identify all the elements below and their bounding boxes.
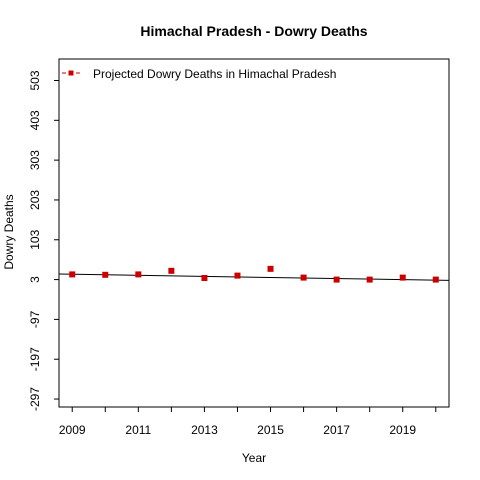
x-tick-label: 2017	[323, 423, 350, 437]
data-point	[366, 276, 373, 283]
y-tick-label: 503	[28, 70, 42, 90]
legend-label: Projected Dowry Deaths in Himachal Prade…	[93, 67, 336, 81]
data-point	[300, 274, 307, 281]
data-point	[234, 272, 241, 279]
data-point	[201, 274, 208, 281]
data-point	[69, 271, 76, 278]
y-tick-label: -97	[28, 310, 42, 328]
data-point	[399, 274, 406, 281]
y-axis: -297 -197 -97 3 103 203 303 403 503	[28, 70, 59, 411]
x-tick-label: 2019	[389, 423, 416, 437]
x-axis-label: Year	[242, 451, 266, 465]
x-tick-label: 2011	[125, 423, 151, 437]
y-tick-label: 303	[28, 150, 42, 170]
y-tick-label: -297	[28, 387, 42, 411]
y-tick-label: 103	[28, 229, 42, 249]
y-axis-label: Dowry Deaths	[2, 194, 16, 269]
x-axis: 2009 2011 2013 2015 2017 2019	[59, 407, 437, 437]
x-tick-label: 2009	[59, 423, 86, 437]
x-tick-label: 2015	[257, 423, 284, 437]
data-point	[333, 276, 340, 283]
data-point	[168, 267, 175, 274]
y-tick-label: 203	[28, 190, 42, 210]
data-point	[267, 265, 274, 272]
legend-marker	[68, 70, 74, 76]
x-tick-label: 2013	[191, 423, 218, 437]
y-tick-label: 403	[28, 110, 42, 130]
data-point	[432, 276, 439, 283]
plot-frame	[58, 58, 450, 408]
data-point	[135, 271, 142, 278]
trend-line	[58, 273, 450, 281]
trend-line-group	[58, 273, 450, 281]
y-tick-label: -197	[28, 347, 42, 371]
data-point	[102, 271, 109, 278]
y-tick-label: 3	[28, 276, 42, 283]
legend: Projected Dowry Deaths in Himachal Prade…	[62, 67, 336, 81]
data-points	[69, 265, 439, 283]
chart-title: Himachal Pradesh - Dowry Deaths	[140, 23, 367, 39]
